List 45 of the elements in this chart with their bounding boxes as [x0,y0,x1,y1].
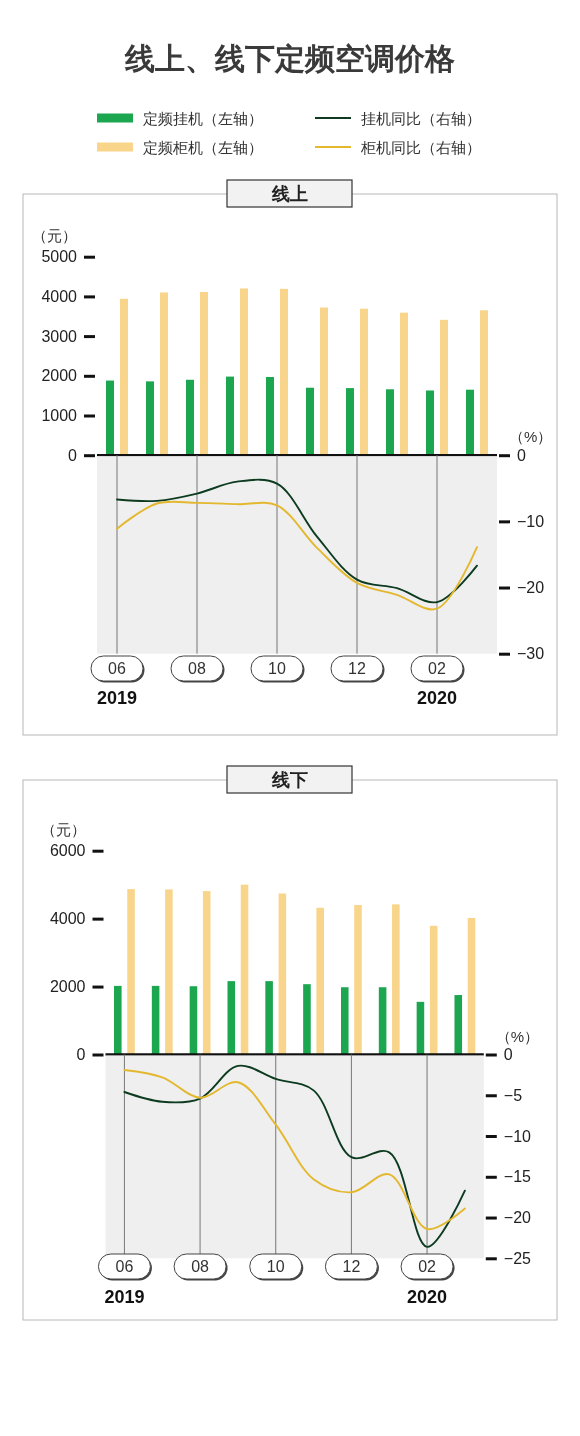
x-tick-label: 02 [428,660,446,677]
chart-subtitle: 线下 [270,769,308,790]
y-tick-label: −10 [517,512,545,530]
y-tick-label: −5 [503,1086,523,1104]
x-tick-label: 02 [418,1258,437,1275]
y-tick-label: −30 [517,645,545,663]
y-axis-title: （%） [495,1027,540,1044]
y-tick-label: 3000 [41,327,78,345]
y-tick-label: 2000 [49,978,86,996]
legend-label: 柜机同比（右轴） [360,138,481,156]
x-tick-label: 06 [108,660,126,677]
legend-label: 挂机同比（右轴） [361,109,481,127]
y-axis-title: （元） [32,226,77,244]
x-tick-label: 08 [191,1258,210,1275]
y-tick-label: 0 [503,1046,513,1064]
text: 2020 [416,688,458,708]
x-tick-label: 08 [188,660,206,677]
x-tick-label: 10 [268,660,286,677]
y-tick-label: 6000 [49,842,86,860]
y-tick-label: 4000 [41,288,78,306]
y-axis-title: （%） [509,427,553,445]
y-tick-label: 4000 [49,910,86,928]
y-tick-label: −20 [517,579,545,597]
y-tick-label: 2000 [41,367,78,385]
y-tick-label: −20 [503,1209,532,1227]
x-tick-label: 12 [342,1258,361,1275]
y-tick-label: 0 [517,446,526,464]
y-tick-label: 0 [76,1046,86,1064]
y-tick-label: 5000 [41,248,78,266]
y-tick-label: 0 [68,446,78,464]
legend-label: 定频柜机（左轴） [143,138,263,156]
y-tick-label: −10 [503,1127,532,1145]
y-tick-label: −25 [503,1249,532,1267]
x-tick-label: 12 [348,660,366,677]
x-tick-label: 10 [266,1258,285,1275]
y-tick-label: −15 [503,1168,532,1186]
text: 2019 [96,688,138,708]
x-tick-label: 06 [115,1258,134,1275]
text: 2019 [104,1287,145,1307]
text: 2020 [407,1287,448,1307]
y-axis-title: （元） [40,820,86,838]
chart-title: 线上、线下定频空调价格 [124,41,455,75]
y-tick-label: 1000 [41,407,78,425]
chart-subtitle: 线上 [270,183,308,204]
legend-label: 定频挂机（左轴） [143,109,263,127]
